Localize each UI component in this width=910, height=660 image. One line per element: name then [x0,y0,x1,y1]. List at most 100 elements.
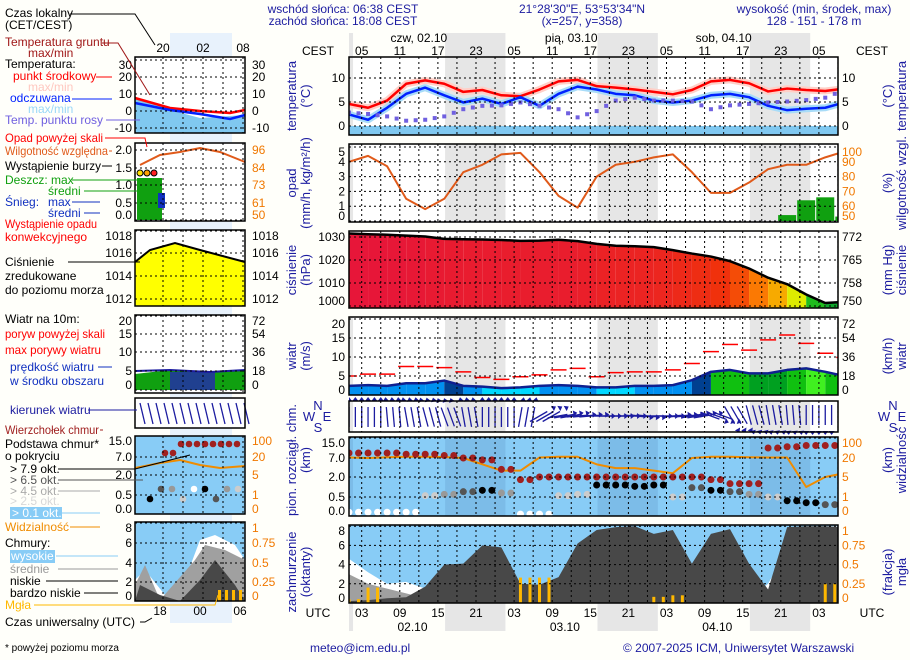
utc-hour-label: 03 [660,606,674,620]
cloud-top-dot [402,450,410,458]
legend-storm: Wystąpienie burzy [5,159,101,173]
local-hour-label: 17 [584,44,598,58]
compass-n: N [313,398,322,413]
legend-snow: Śnieg: [5,194,39,209]
legend-storm-dot [136,169,144,177]
grid-point-text: (x=257, y=358) [542,14,623,28]
cloudbase-axis-title-left: (km) [298,447,313,473]
dew-point-marker [804,98,809,103]
legend-precip-tick-left: 0.0 [115,208,132,222]
legend-precip-tick-right: 84 [252,161,266,175]
wind-speed-fill [787,368,807,395]
dir-panel-frame [348,400,839,433]
dew-point-marker [547,105,552,110]
utc-day-label: 02.10 [397,620,427,634]
cloud-top-dot [793,443,801,451]
pressure-line [349,232,838,305]
wind-tick-left: 15 [332,331,346,345]
cloud-top-dot [564,473,572,481]
utc-hour-label: 21 [469,606,483,620]
dew-point-marker [375,113,380,118]
dew-point-marker [785,99,790,104]
dew-point-marker [527,102,532,107]
dew-point-marker [699,103,704,108]
legend-okt-79: > 7.9 okt. [10,462,60,476]
wind-speed-fill [463,385,483,395]
cloud-top-dot [431,450,439,458]
legend-precip-tick-right: 73 [252,178,266,192]
wind-axis-title-left: wiatr [284,342,299,371]
legend-cloudbase-tick-right: 20 [252,450,266,464]
legend-cloud-high: wysokie [10,549,54,563]
legend-cloud-top-dot [209,440,217,448]
legend-dew-point: Temp. punktu rosy [5,113,103,127]
cloud-base-dot [688,484,696,492]
utc-day-label: 03.10 [550,620,580,634]
legend-pressure: Ciśnienie [5,255,55,269]
wind-arrow-icon [352,397,359,427]
legend-okt-45: > 4.5 okt. [10,484,60,498]
legend-cloud-base-2: o pokryciu [5,449,60,463]
wind-speed-fill [653,385,673,395]
legend-clouds-title: Chmury: [5,536,50,550]
utc-day-label: 04.10 [702,620,732,634]
dew-point-marker [651,98,656,103]
cloud-top-dot [678,473,686,481]
dew-point-marker [480,103,485,108]
legend-utc-hour: 00 [193,604,207,618]
legend-precip-over: Opad powyżej skali [5,131,103,145]
cloud-tick-right: 0 [842,591,849,605]
legend-cloudbase-tick-left: 0.5 [115,488,132,502]
wind-speed-fill [406,383,426,395]
email-link[interactable]: meteo@icm.edu.pl [310,641,410,655]
cloud-base-dot [726,488,734,496]
cloud-base-dot [574,490,582,498]
dew-point-marker [708,107,713,112]
cloud-base-dot [431,492,439,500]
pressure-fill [710,256,730,308]
dew-point-marker [670,98,675,103]
dew-point-marker [394,116,399,121]
night-band-header [597,33,658,58]
legend-wind-speed: prędkość wiatru [10,360,94,374]
wind-arrow-icon [479,397,486,427]
compass-s: S [314,420,323,435]
pressure-fill [520,240,540,308]
temperature-tick-right: 5 [842,95,849,109]
precip-axis-title-left: opad [284,169,299,198]
dew-point-marker [461,107,466,112]
dew-point-marker [832,91,837,96]
pressure-fill [730,261,750,308]
wind-speed-fill [825,371,838,395]
wind-speed-fill [425,380,445,395]
temp-axis-title-left: (°C) [298,84,313,107]
cloud-tick-right: 0.25 [842,577,866,591]
cloud-top-dot [774,444,782,452]
sunset-text: zachód słońca: 18:08 CEST [269,14,418,28]
utc-hour-label: 03 [507,606,521,620]
dew-point-marker [775,100,780,104]
legend-wind-tick-left: 20 [119,314,133,328]
legend-feels-like: odczuwana [10,91,71,105]
legend-wind-frame [134,314,246,394]
precip-bar [816,197,835,221]
legend-wind-dir: kierunek wiatru [10,403,91,417]
wind-tick-right: 72 [842,317,856,331]
dew-point-marker [366,112,371,116]
cloud-base-dot [812,499,820,507]
cloud-base-dot [450,490,458,498]
legend-pressure-2: zredukowane [5,269,77,283]
wind-speed-fill [558,385,578,395]
night-band-header [445,33,506,58]
legend-pressure-frame [134,229,246,307]
dew-point-marker [499,103,504,108]
cloud-base-dot [821,501,829,509]
utc-zone-label: UTC [860,606,885,620]
cloud-base-dot [355,508,363,516]
precip-bar [797,200,816,221]
wind-arrow-icon [700,411,729,424]
dew-point-marker [349,110,351,115]
cloud-top-dot [593,473,601,481]
pressure-fill [691,253,711,308]
cloud-top-dot [583,473,591,481]
